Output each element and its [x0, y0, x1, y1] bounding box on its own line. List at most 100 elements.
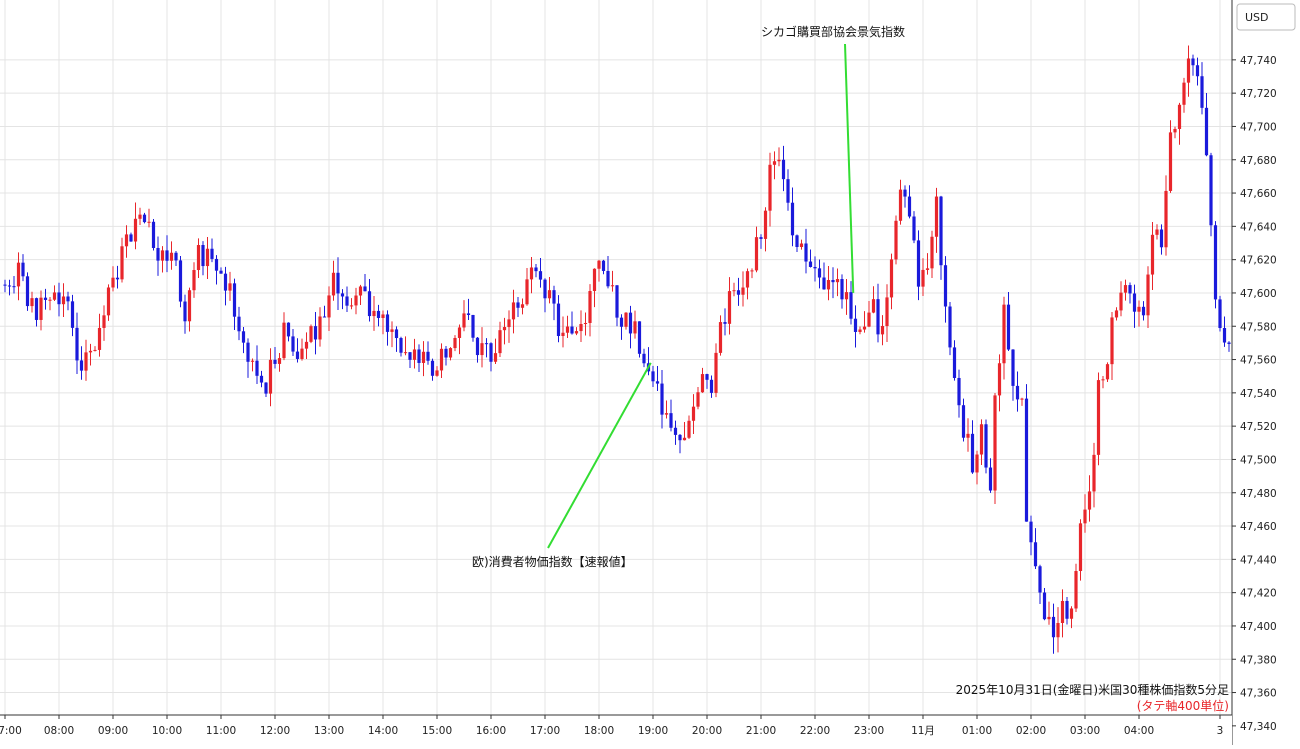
candle: [1024, 384, 1029, 522]
candle-body: [358, 286, 363, 296]
price-tick-label: 47,740: [1240, 55, 1277, 67]
candle-body: [453, 337, 457, 349]
candle-body: [682, 437, 687, 441]
candle: [669, 399, 673, 432]
candle-body: [183, 301, 187, 322]
candle-body: [273, 359, 277, 364]
candle: [939, 195, 943, 280]
candle: [529, 257, 534, 294]
candle: [1204, 92, 1209, 157]
candle: [259, 370, 264, 388]
candle-body: [52, 292, 57, 300]
candle: [354, 287, 358, 315]
candle: [637, 321, 642, 358]
candle: [1065, 597, 1069, 625]
time-tick-label: 01:00: [962, 725, 992, 737]
candle-body: [745, 271, 750, 288]
candle-body: [1150, 234, 1155, 275]
candle-body: [507, 319, 511, 328]
candle-body: [588, 291, 592, 323]
candle-body: [1146, 274, 1150, 316]
time-tick-label: 14:00: [368, 725, 398, 737]
candle: [691, 394, 696, 435]
candle: [619, 314, 624, 340]
candle: [363, 273, 367, 292]
candle: [349, 298, 354, 310]
candle: [538, 258, 543, 288]
candle: [696, 386, 700, 410]
candle: [754, 226, 759, 273]
candle: [129, 232, 133, 242]
price-tick-label: 47,500: [1240, 454, 1277, 466]
candle-body: [232, 283, 237, 317]
candle-body: [372, 310, 376, 317]
time-tick-label: 22:00: [800, 725, 830, 737]
candle-body: [633, 321, 637, 334]
candle: [1074, 563, 1078, 613]
candle-body: [1191, 58, 1195, 66]
candle: [277, 352, 282, 372]
candle-body: [322, 316, 327, 318]
candle: [219, 267, 223, 274]
candle-body: [178, 260, 183, 302]
candle-body: [471, 314, 475, 338]
candle-body: [858, 329, 862, 332]
candle: [480, 327, 484, 368]
candle-body: [601, 260, 606, 271]
candle: [376, 304, 381, 327]
candle-body: [907, 196, 912, 217]
candle-body: [1182, 82, 1186, 105]
candle: [178, 256, 183, 308]
candle: [534, 263, 538, 278]
candle: [700, 367, 705, 393]
candle: [1213, 221, 1218, 309]
candle-body: [394, 329, 399, 339]
candle: [921, 258, 925, 297]
candle: [993, 392, 997, 504]
candle-body: [826, 280, 831, 290]
candle: [561, 316, 565, 348]
candle: [1029, 515, 1033, 556]
candle: [79, 346, 84, 380]
candle: [655, 366, 660, 391]
candle: [358, 284, 363, 306]
candle-body: [624, 312, 628, 327]
candle-body: [930, 236, 934, 269]
candle-body: [547, 290, 552, 299]
price-tick-label: 47,420: [1240, 588, 1277, 600]
candle-body: [781, 159, 786, 180]
candle: [124, 225, 129, 258]
candle-body: [277, 358, 282, 364]
candle: [111, 266, 115, 292]
candle-body: [430, 360, 435, 376]
currency-box: [1236, 3, 1296, 31]
candle-body: [813, 266, 817, 269]
candle-body: [309, 326, 313, 342]
candle-body: [421, 351, 426, 363]
grid-lines: [0, 0, 1232, 727]
candle-body: [345, 296, 349, 306]
candle: [61, 283, 66, 318]
candle: [975, 450, 979, 485]
candle: [142, 212, 147, 224]
candle-body: [655, 381, 660, 384]
candle: [448, 347, 453, 361]
price-tick-label: 47,580: [1240, 321, 1277, 333]
candle: [286, 322, 291, 342]
candle-body: [48, 299, 52, 301]
candle-body: [529, 267, 534, 280]
candle-body: [250, 360, 255, 362]
candle-body: [1155, 229, 1159, 235]
candle: [273, 347, 277, 369]
candle: [943, 256, 948, 323]
candle: [241, 327, 246, 354]
candle-body: [1078, 523, 1083, 572]
candle: [516, 297, 520, 318]
candle: [214, 255, 219, 285]
candle-body: [840, 279, 844, 300]
time-tick-label: 11月: [911, 725, 935, 737]
candle-body: [732, 290, 736, 292]
candle: [525, 268, 529, 306]
candle: [853, 305, 858, 348]
time-axis-labels: 7:00 08:00 09:00 10:00 11:00 12:00 13:00 14:00 1…: [0, 715, 1223, 737]
